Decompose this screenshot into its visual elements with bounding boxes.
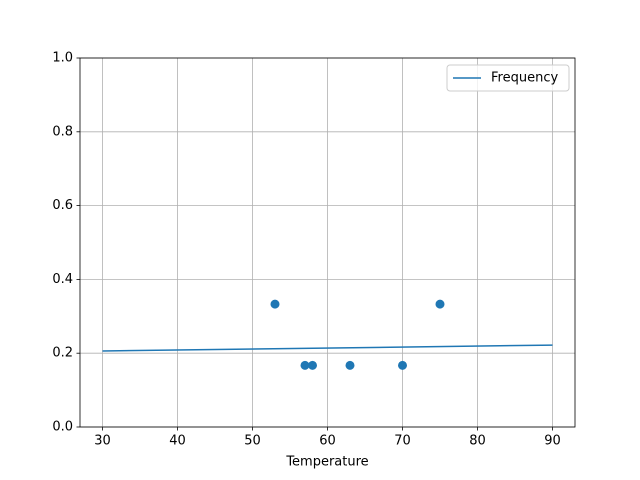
x-tick-label: 60 bbox=[319, 434, 336, 449]
x-tick-label: 50 bbox=[244, 434, 261, 449]
y-tick-label: 1.0 bbox=[52, 51, 73, 66]
scatter-point bbox=[435, 299, 445, 309]
x-tick-label: 40 bbox=[169, 434, 186, 449]
x-axis-label: Temperature bbox=[285, 455, 368, 470]
y-tick-label: 0.6 bbox=[52, 198, 73, 213]
legend-box bbox=[446, 64, 570, 92]
y-tick-label: 0.8 bbox=[52, 124, 73, 139]
scatter-point bbox=[398, 360, 407, 370]
x-tick-label: 80 bbox=[469, 434, 486, 449]
y-tick-label: 0.0 bbox=[52, 420, 73, 435]
scatter-point bbox=[270, 299, 280, 309]
y-tick-label: 0.2 bbox=[52, 346, 73, 361]
scatter-point bbox=[308, 360, 317, 370]
scatter-point bbox=[345, 360, 355, 370]
legend-label: Frequency bbox=[491, 71, 558, 86]
y-tick-label: 0.4 bbox=[52, 272, 73, 287]
x-tick-label: 30 bbox=[94, 434, 111, 449]
line bbox=[102, 344, 553, 352]
x-tick-label: 90 bbox=[544, 434, 561, 449]
x-tick-label: 70 bbox=[394, 434, 411, 449]
scatter-point bbox=[300, 360, 310, 370]
axes-frame bbox=[79, 57, 576, 428]
